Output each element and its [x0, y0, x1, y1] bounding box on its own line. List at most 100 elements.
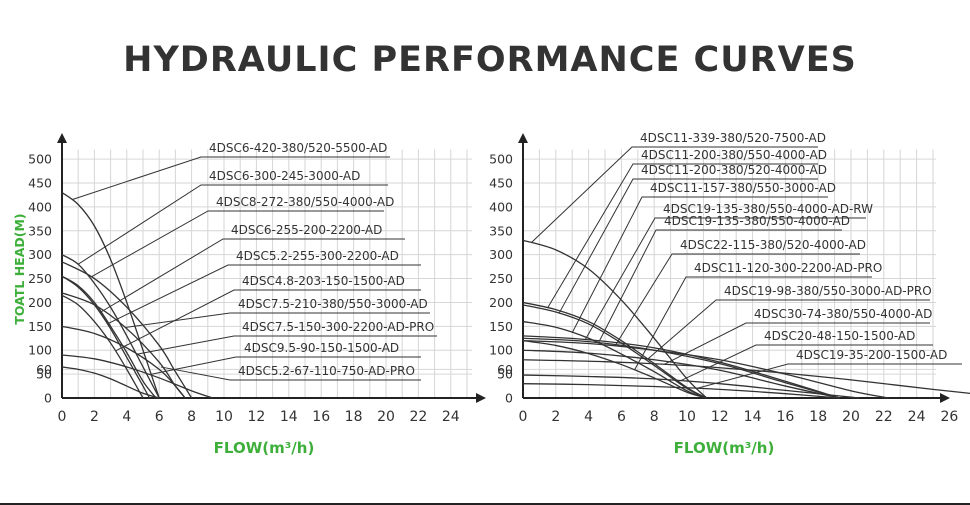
series-curve — [61, 294, 144, 399]
series-leader-line — [663, 322, 930, 365]
y-tick-label: 300 — [489, 247, 513, 262]
series-leader-line — [634, 276, 872, 371]
series-label: 4DSC11-200-380/550-4000-AD — [641, 148, 827, 162]
series-label: 4DSC11-157-380/550-3000-AD — [650, 181, 836, 195]
y-tick-label: 0 — [505, 391, 513, 406]
series-leader-line — [696, 363, 962, 389]
y-tick-label: 60 — [497, 362, 513, 377]
series-label: 4DSC6-255-200-2200-AD — [231, 223, 382, 237]
x-axis-title: FLOW(m³/h) — [674, 439, 775, 457]
y-tick-label: 200 — [28, 295, 52, 310]
series-label: 4DSC8-272-380/550-4000-AD — [216, 195, 394, 209]
chart-panel-1: 0 2 4 6 8 10 12 14 16 18 20 22 240506010015020025030… — [12, 133, 486, 457]
y-tick-label: 350 — [28, 223, 52, 238]
x-tick-label: 4 — [584, 409, 593, 425]
series-curve — [61, 275, 151, 399]
series-label: 4DSC6-300-245-3000-AD — [209, 169, 360, 183]
y-tick-label: 150 — [28, 319, 52, 334]
series-leader-line — [614, 253, 860, 347]
series-curve — [522, 374, 860, 399]
series-leader-line — [647, 299, 930, 360]
x-tick-label: 12 — [247, 409, 265, 425]
series-leader-line — [547, 163, 818, 309]
series-label: 4DSC5.2-255-300-2200-AD — [236, 249, 399, 263]
x-axis-arrow — [476, 393, 486, 403]
series-leader-line — [680, 344, 933, 382]
y-tick-label: 500 — [489, 152, 513, 167]
x-tick-label: 18 — [809, 409, 827, 425]
series-label: 4DSC7.5-210-380/550-3000-AD — [238, 297, 428, 311]
series-label: 4DSC30-74-380/550-4000-AD — [754, 307, 932, 321]
series-label: 4DSC19-35-200-1500-AD — [796, 348, 947, 362]
series-label: 4DSC6-420-380/520-5500-AD — [209, 141, 387, 155]
x-tick-label: 0 — [519, 409, 528, 425]
x-tick-label: 2 — [551, 409, 560, 425]
series-leader-line — [77, 184, 388, 265]
series-leader-line — [136, 335, 437, 355]
x-tick-label: 8 — [187, 409, 196, 425]
y-axis-arrow — [518, 133, 528, 143]
x-tick-label: 12 — [711, 409, 729, 425]
series-label: 4DSC22-115-380/520-4000-AD — [680, 238, 866, 252]
series-leader-line — [100, 238, 405, 313]
x-tick-label: 14 — [744, 409, 762, 425]
y-tick-label: 0 — [44, 391, 52, 406]
series-label: 4DSC20-48-150-1500-AD — [764, 329, 915, 343]
x-axis-arrow — [940, 393, 950, 403]
series-leader-line — [125, 312, 430, 329]
series-label: 4DSC4.8-203-150-1500-AD — [242, 274, 405, 288]
x-tick-label: 8 — [650, 409, 659, 425]
x-tick-label: 6 — [155, 409, 164, 425]
x-tick-label: 24 — [908, 409, 926, 425]
series-curve — [61, 366, 160, 399]
series-label: 4DSC11-120-300-2200-AD-PRO — [694, 261, 882, 275]
x-tick-label: 20 — [842, 409, 860, 425]
x-tick-label: 22 — [409, 409, 427, 425]
x-tick-label: 0 — [58, 409, 67, 425]
series-curve — [522, 359, 970, 395]
x-tick-label: 10 — [678, 409, 696, 425]
x-tick-label: 14 — [280, 409, 298, 425]
y-tick-label: 100 — [28, 343, 52, 358]
series-leader-line — [571, 196, 828, 334]
y-tick-label: 100 — [489, 343, 513, 358]
series-curve — [522, 239, 708, 399]
series-leader-line — [584, 217, 866, 340]
series-curve — [522, 340, 707, 399]
x-tick-label: 4 — [122, 409, 131, 425]
y-tick-label: 60 — [36, 362, 52, 377]
series-leader-line — [90, 210, 384, 278]
series-label: 4DSC19-98-380/550-3000-AD-PRO — [724, 284, 932, 298]
chart-panel-2: 0246810121416182022242628300506010015020… — [489, 131, 970, 457]
y-axis-arrow — [57, 133, 67, 143]
series-curve — [522, 337, 840, 399]
series-leader-line — [149, 356, 421, 376]
y-tick-label: 450 — [489, 176, 513, 191]
series-leader-line — [107, 264, 421, 325]
series-label: 4DSC19-135-380/550-4000-AD-RW — [663, 202, 873, 216]
x-tick-label: 24 — [442, 409, 460, 425]
page-title: HYDRAULIC PERFORMANCE CURVES — [123, 40, 857, 80]
y-tick-label: 400 — [28, 199, 52, 214]
series-curve — [522, 320, 707, 399]
x-tick-label: 16 — [312, 409, 330, 425]
x-tick-label: 16 — [776, 409, 794, 425]
x-tick-label: 22 — [875, 409, 893, 425]
series-curve — [61, 275, 157, 399]
series-curve — [61, 325, 186, 399]
y-tick-label: 350 — [489, 223, 513, 238]
series-curve — [61, 192, 160, 399]
y-tick-label: 250 — [28, 271, 52, 286]
series-leader-line — [71, 156, 390, 201]
x-tick-label: 6 — [617, 409, 626, 425]
series-label: 4DSC5.2-67-110-750-AD-PRO — [238, 364, 415, 378]
x-tick-label: 20 — [377, 409, 395, 425]
series-curve — [522, 383, 840, 399]
series-leader-line — [597, 229, 842, 344]
y-tick-label: 300 — [28, 247, 52, 262]
x-tick-label: 18 — [345, 409, 363, 425]
series-curve — [61, 354, 213, 399]
x-axis-title: FLOW(m³/h) — [214, 439, 315, 457]
bottom-divider — [0, 503, 970, 505]
